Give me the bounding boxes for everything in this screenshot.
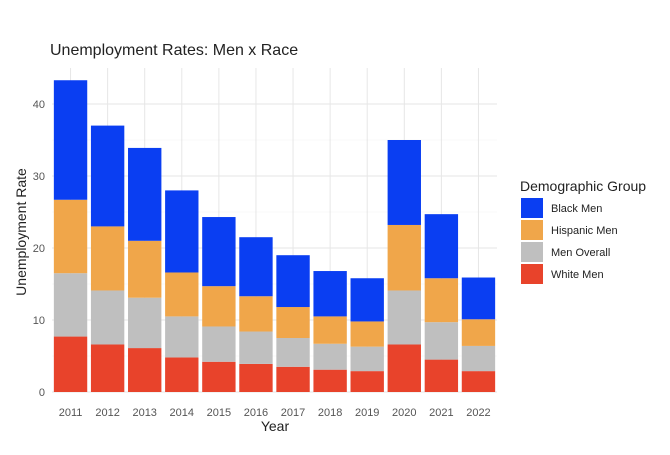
y-axis-ticks: 0 10 20 30 40: [33, 99, 45, 399]
bar-segment-black-men: [276, 255, 310, 308]
bar-segment-hispanic-men: [424, 278, 459, 323]
y-tick-label: 30: [33, 171, 45, 183]
chart-title: Unemployment Rates: Men x Race: [50, 42, 298, 59]
bar-segment-hispanic-men: [350, 321, 384, 347]
bar-segment-men-overall: [424, 322, 459, 360]
y-tick-label: 0: [39, 387, 45, 399]
bar-segment-white-men: [424, 359, 459, 392]
bar-segment-men-overall: [90, 290, 125, 345]
bar-segment-black-men: [461, 277, 496, 320]
y-axis-title: Unemployment Rate: [13, 168, 29, 296]
bar-segment-white-men: [350, 371, 384, 392]
y-tick-label: 20: [33, 243, 45, 255]
x-tick-label: 2020: [392, 407, 416, 419]
legend: Demographic Group Black Men Hispanic Men M…: [520, 178, 646, 284]
bar-segment-white-men: [90, 344, 125, 392]
bar-segment-black-men: [387, 140, 421, 225]
x-tick-label: 2012: [95, 407, 119, 419]
x-tick-label: 2018: [318, 407, 342, 419]
bar-segment-men-overall: [202, 326, 236, 362]
x-tick-label: 2014: [170, 407, 194, 419]
bar-segment-hispanic-men: [276, 307, 310, 338]
bar-segment-black-men: [313, 271, 347, 317]
bar-segment-black-men: [424, 214, 459, 279]
bar-segment-white-men: [165, 357, 199, 392]
x-tick-label: 2016: [244, 407, 268, 419]
bars: [53, 80, 496, 392]
y-tick-label: 40: [33, 99, 45, 111]
legend-label: Hispanic Men: [551, 225, 618, 237]
bar-segment-hispanic-men: [202, 286, 236, 327]
bar-segment-hispanic-men: [461, 319, 496, 346]
x-tick-label: 2013: [132, 407, 156, 419]
bar-segment-hispanic-men: [239, 296, 273, 332]
bar-segment-black-men: [350, 278, 384, 322]
bar-segment-hispanic-men: [128, 240, 162, 298]
bar-segment-white-men: [461, 371, 496, 392]
legend-label: Men Overall: [551, 247, 610, 259]
bar-segment-hispanic-men: [165, 272, 199, 317]
bar-segment-men-overall: [461, 345, 496, 372]
x-axis-title: Year: [261, 418, 290, 434]
bar-segment-men-overall: [276, 338, 310, 367]
x-tick-label: 2011: [59, 407, 83, 419]
x-tick-label: 2022: [466, 407, 490, 419]
bar-segment-hispanic-men: [313, 316, 347, 344]
bar-segment-black-men: [202, 217, 236, 287]
x-tick-label: 2015: [207, 407, 231, 419]
x-tick-label: 2017: [281, 407, 305, 419]
legend-title: Demographic Group: [520, 178, 646, 194]
bar-segment-men-overall: [313, 343, 347, 370]
bar-segment-white-men: [387, 344, 421, 392]
x-axis-ticks: 2011 2012 2013 2014 2015 2016 2017 2018 2019 2020…: [59, 407, 491, 419]
bar-segment-white-men: [276, 366, 310, 392]
legend-swatch: [521, 198, 543, 218]
legend-swatch: [521, 264, 543, 284]
bar-segment-white-men: [239, 363, 273, 392]
bar-segment-men-overall: [350, 346, 384, 372]
bar-segment-men-overall: [165, 316, 199, 358]
bar-segment-white-men: [313, 369, 347, 392]
bar-segment-men-overall: [128, 297, 162, 349]
bar-segment-men-overall: [53, 273, 88, 337]
bar-segment-hispanic-men: [53, 199, 88, 274]
bar-segment-black-men: [165, 190, 199, 273]
bar-segment-hispanic-men: [387, 224, 421, 291]
bar-segment-white-men: [202, 361, 236, 392]
bar-segment-black-men: [53, 80, 88, 200]
bar-segment-white-men: [53, 336, 88, 392]
bar-segment-black-men: [239, 237, 273, 297]
legend-label: White Men: [551, 269, 604, 281]
legend-swatch: [521, 220, 543, 240]
legend-swatch: [521, 242, 543, 262]
bar-segment-hispanic-men: [90, 226, 125, 291]
x-tick-label: 2021: [429, 407, 453, 419]
bar-segment-white-men: [128, 348, 162, 392]
bar-segment-black-men: [90, 125, 125, 227]
y-tick-label: 10: [33, 315, 45, 327]
legend-label: Black Men: [551, 203, 602, 215]
bar-segment-black-men: [128, 147, 162, 241]
bar-segment-men-overall: [239, 331, 273, 364]
x-tick-label: 2019: [355, 407, 379, 419]
bar-segment-men-overall: [387, 290, 421, 345]
